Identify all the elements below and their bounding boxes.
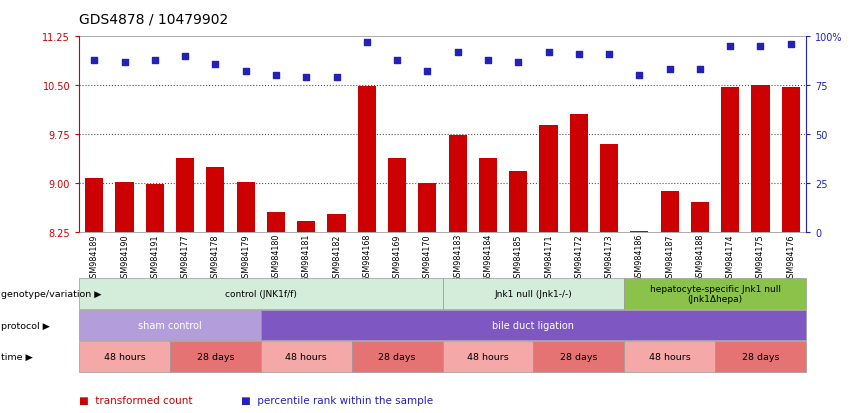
Text: ■  transformed count: ■ transformed count (79, 395, 192, 405)
Bar (237, 182, 254, 232)
Point (179, 53, 192, 60)
Text: hepatocyte-specific Jnk1 null
(Jnk1Δhepa): hepatocyte-specific Jnk1 null (Jnk1Δhepa… (649, 284, 780, 304)
Point (239, 69, 253, 76)
Point (663, 67, 677, 74)
Text: 28 days: 28 days (742, 352, 780, 361)
Bar (782, 88, 800, 232)
Bar (419, 183, 437, 232)
Bar (660, 191, 679, 232)
Point (511, 59, 525, 66)
Point (542, 50, 556, 56)
Point (723, 44, 737, 50)
Text: 48 hours: 48 hours (285, 352, 327, 361)
Bar (176, 159, 194, 232)
Point (693, 67, 706, 74)
Text: 28 days: 28 days (197, 352, 234, 361)
Bar (509, 172, 528, 232)
Bar (146, 185, 164, 232)
Point (451, 50, 465, 56)
Text: GDS4878 / 10479902: GDS4878 / 10479902 (79, 12, 228, 26)
Text: 28 days: 28 days (379, 352, 416, 361)
Text: 48 hours: 48 hours (467, 352, 509, 361)
Point (329, 75, 343, 81)
Text: 48 hours: 48 hours (648, 352, 690, 361)
Bar (721, 88, 740, 232)
Bar (631, 231, 648, 232)
Point (632, 73, 646, 79)
Bar (297, 221, 316, 232)
Point (360, 40, 374, 46)
Bar (206, 167, 225, 232)
Bar (388, 159, 406, 232)
Point (208, 61, 222, 68)
Point (269, 73, 283, 79)
Point (88, 57, 101, 64)
Bar (751, 86, 769, 232)
Bar (357, 87, 376, 232)
Bar (116, 182, 134, 232)
Point (420, 69, 434, 76)
Text: Jnk1 null (Jnk1-/-): Jnk1 null (Jnk1-/-) (494, 290, 572, 298)
Point (391, 57, 404, 64)
Point (481, 57, 494, 64)
Text: genotype/variation ▶: genotype/variation ▶ (1, 290, 101, 298)
Text: 48 hours: 48 hours (104, 352, 146, 361)
Bar (479, 159, 497, 232)
Text: control (JNK1f/f): control (JNK1f/f) (225, 290, 297, 298)
Point (148, 57, 162, 64)
Text: protocol ▶: protocol ▶ (1, 321, 49, 330)
Bar (569, 115, 588, 232)
Bar (328, 215, 346, 232)
Text: ■  percentile rank within the sample: ■ percentile rank within the sample (241, 395, 433, 405)
Point (603, 51, 616, 58)
Point (117, 59, 131, 66)
Bar (691, 203, 709, 232)
Text: 28 days: 28 days (560, 352, 597, 361)
Bar (267, 213, 285, 232)
Point (784, 42, 797, 48)
Text: bile duct ligation: bile duct ligation (493, 320, 574, 330)
Bar (448, 136, 466, 232)
Text: sham control: sham control (138, 320, 202, 330)
Bar (85, 178, 103, 232)
Text: time ▶: time ▶ (1, 352, 32, 361)
Bar (600, 145, 618, 232)
Point (572, 51, 585, 58)
Point (754, 44, 768, 50)
Point (300, 75, 313, 81)
Bar (540, 126, 557, 232)
